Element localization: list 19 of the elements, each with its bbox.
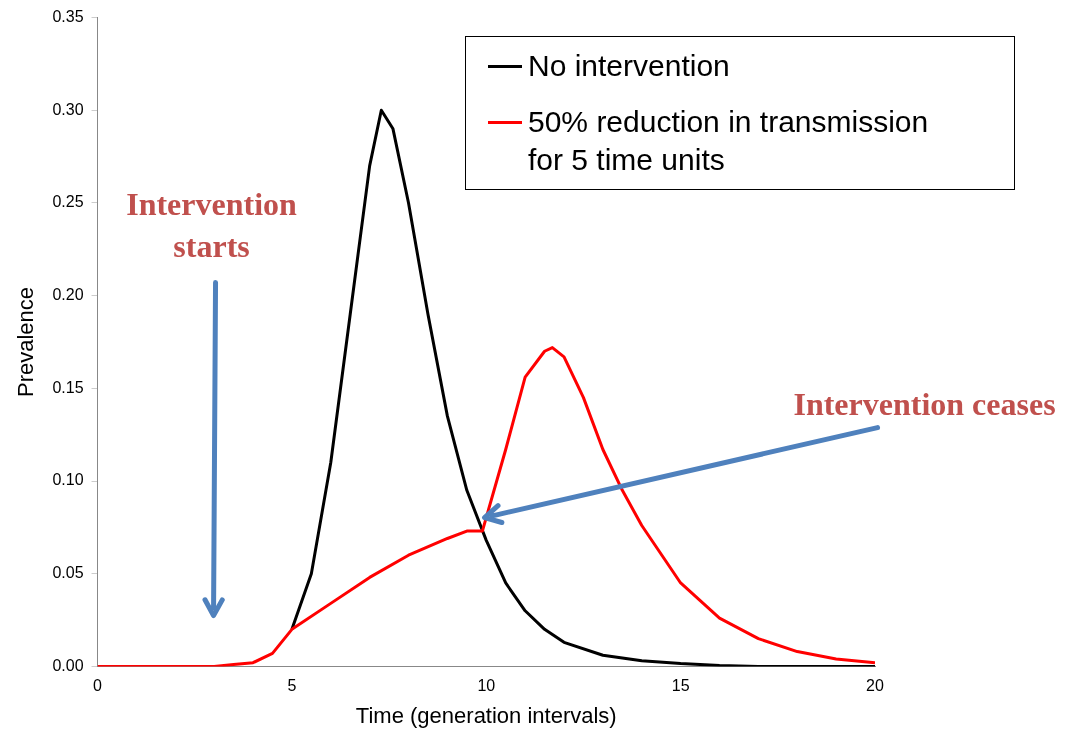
y-tick-label: 0.05 xyxy=(52,564,84,582)
x-tick-label: 20 xyxy=(866,677,884,695)
y-axis-title: Prevalence xyxy=(13,286,39,398)
y-tick-label: 0.00 xyxy=(52,656,84,674)
x-axis-title: Time (generation intervals) xyxy=(355,702,617,728)
legend-label: No intervention xyxy=(528,47,731,84)
y-tick-label: 0.10 xyxy=(52,471,84,489)
x-tick-label: 15 xyxy=(671,677,690,695)
annotation: Intervention starts xyxy=(125,184,298,266)
y-tick-label: 0.30 xyxy=(52,100,84,118)
legend-label: 50% reduction in transmission for 5 time units xyxy=(528,103,930,178)
x-tick-label: 5 xyxy=(287,677,297,695)
x-tick-label: 10 xyxy=(477,677,496,695)
y-tick-label: 0.35 xyxy=(52,8,84,26)
y-tick-label: 0.25 xyxy=(52,193,84,211)
y-tick-label: 0.15 xyxy=(52,378,84,396)
annotation: Intervention ceases xyxy=(793,384,1056,424)
x-tick-label: 0 xyxy=(93,677,103,695)
y-tick-label: 0.20 xyxy=(52,286,84,304)
